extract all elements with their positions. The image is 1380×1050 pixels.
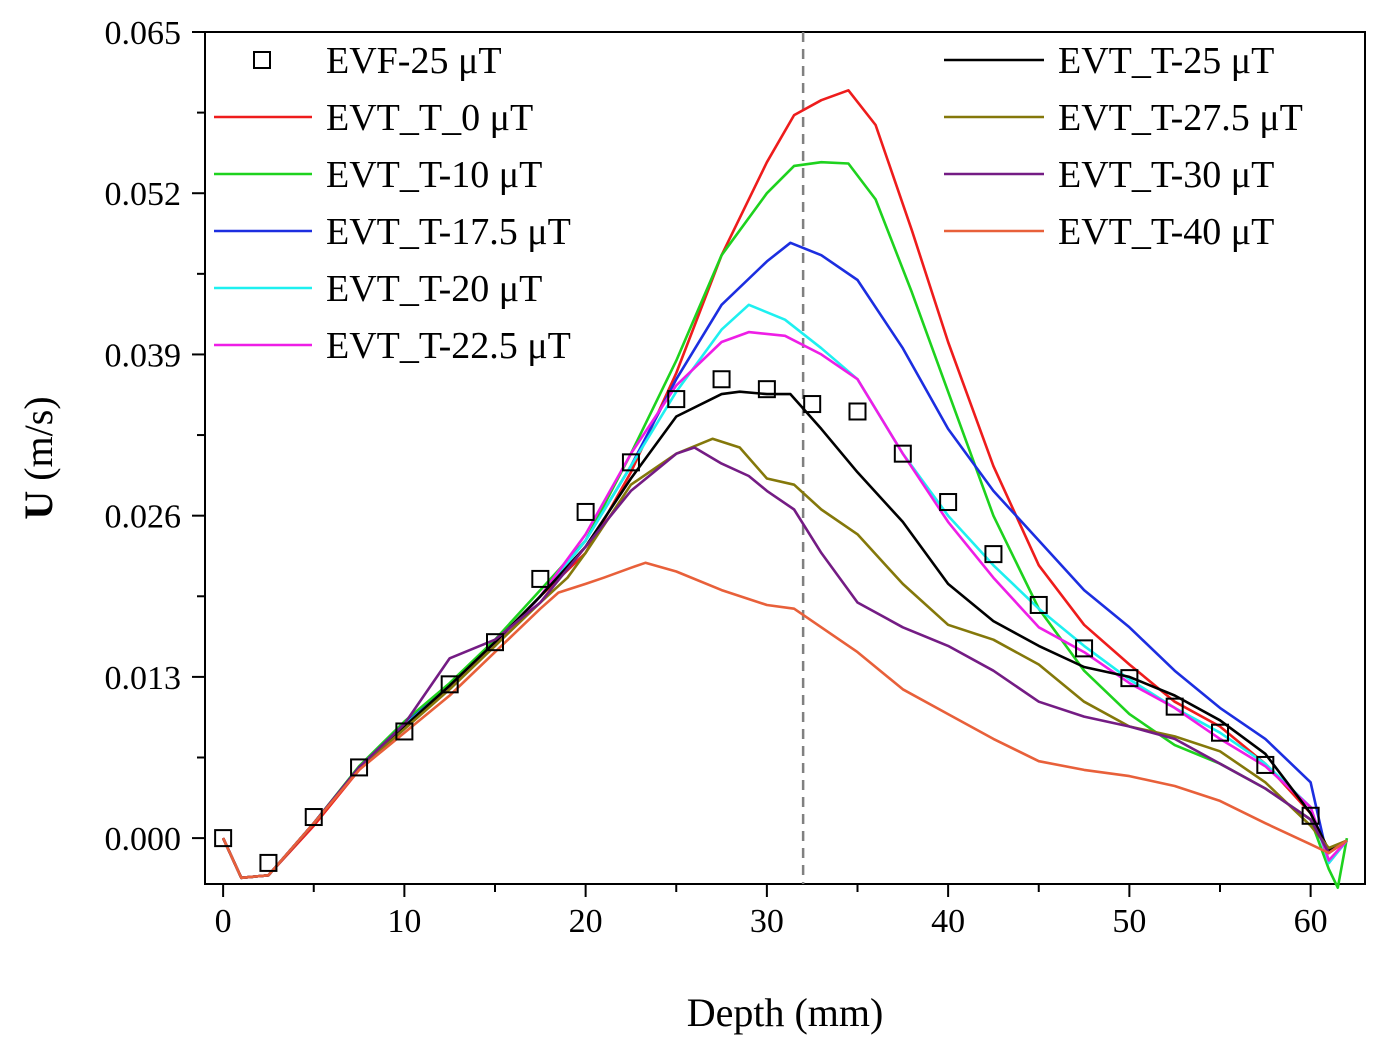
y-axis-title-unit: (m/s) (16, 396, 61, 490)
legend-label: EVT_T-25 μT (1058, 40, 1274, 82)
data-point-marker (803, 395, 822, 414)
x-tick-label: 50 (1112, 903, 1146, 940)
data-point-marker (1256, 755, 1275, 774)
axis-layer: 0 10 20 30 40 50 60 0.000 0.013 0.026 0.039 0.052 0.… (105, 15, 1328, 940)
legend-label: EVT_T-27.5 μT (1058, 97, 1303, 139)
y-axis-title: U (m/s) (16, 396, 61, 519)
legend-marker-square (253, 51, 271, 69)
legend: EVF-25 μT EVT_T_0 μT EVT_T-10 μT EVT_T-17.5… (214, 40, 1303, 367)
data-point-marker (1029, 595, 1048, 614)
legend-label: EVT_T-30 μT (1058, 154, 1274, 196)
data-point-marker (757, 380, 776, 399)
data-point-marker (1075, 639, 1094, 658)
data-point-marker (1120, 669, 1139, 688)
data-point-marker (1211, 723, 1229, 742)
data-point-marker (350, 758, 369, 777)
legend-label: EVT_T-20 μT (326, 268, 542, 310)
data-point-marker (621, 453, 640, 472)
data-point-marker (576, 502, 595, 521)
data-point-marker (395, 722, 414, 741)
series-line (221, 390, 1348, 880)
x-tick-label: 30 (750, 903, 784, 940)
series-line (221, 303, 1348, 880)
data-point-marker (667, 390, 686, 409)
y-tick-label: 0.026 (105, 499, 182, 536)
y-tick-label: 0.039 (105, 337, 182, 374)
legend-label: EVT_T-10 μT (326, 154, 542, 196)
legend-label: EVF-25 μT (326, 40, 502, 82)
series-line (221, 89, 1348, 880)
data-point-marker (259, 853, 278, 872)
data-point-marker (848, 402, 867, 421)
plot-frame (204, 31, 1366, 885)
data-point-marker (712, 370, 731, 389)
x-tick-label: 60 (1294, 903, 1328, 940)
series-line (221, 330, 1348, 880)
y-tick-label: 0.052 (105, 176, 182, 213)
data-point-marker (440, 675, 459, 694)
x-axis-title: Depth (mm) (687, 990, 884, 1035)
data-point-marker (486, 633, 504, 652)
x-tick-label: 20 (569, 903, 603, 940)
data-point-marker (893, 444, 912, 463)
data-point-marker (984, 545, 1003, 564)
data-point-marker (531, 569, 550, 588)
data-point-marker (1301, 806, 1320, 825)
series-line (221, 561, 1348, 880)
x-tick-label: 10 (387, 903, 421, 940)
data-point-marker (939, 493, 958, 512)
y-tick-label: 0.000 (105, 821, 182, 858)
y-tick-label: 0.065 (105, 15, 182, 52)
y-tick-label: 0.013 (105, 660, 182, 697)
x-tick-label: 0 (215, 903, 232, 940)
series-line (221, 446, 1348, 880)
legend-label: EVT_T-17.5 μT (326, 211, 571, 253)
data-point-marker (214, 829, 233, 848)
marker-layer (214, 370, 1320, 872)
legend-label: EVT_T-40 μT (1058, 211, 1274, 253)
data-point-marker (1165, 697, 1184, 716)
y-axis-title-bold: U (16, 491, 61, 520)
legend-label: EVT_T-22.5 μT (326, 325, 571, 367)
series-line (221, 437, 1348, 880)
data-point-marker (304, 808, 323, 827)
series-layer (221, 89, 1349, 890)
x-tick-label: 40 (931, 903, 965, 940)
legend-label: EVT_T_0 μT (326, 97, 533, 139)
